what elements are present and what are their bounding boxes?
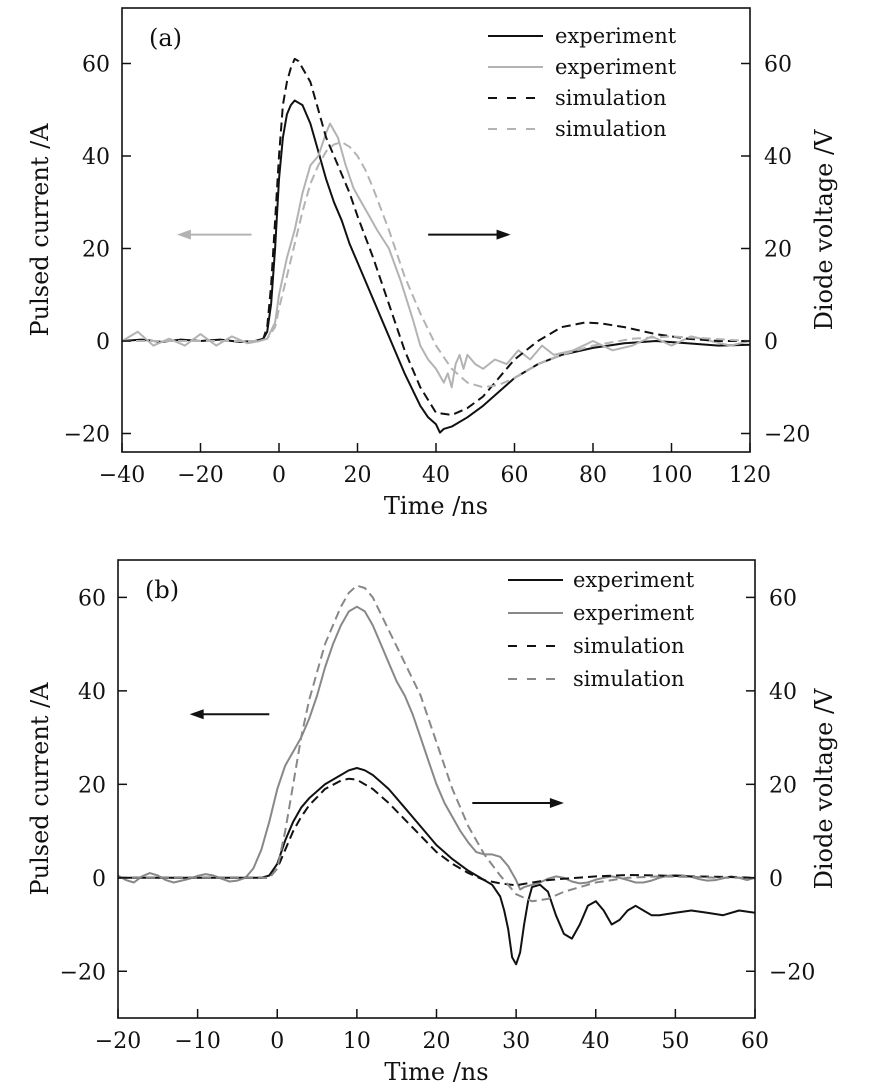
panel-a-left-y-axis-label: Pulsed current /A bbox=[26, 123, 54, 337]
panel-a-x-tick-label: 40 bbox=[422, 463, 450, 488]
panel-b-right-y-axis-label: Diode voltage /V bbox=[810, 688, 838, 889]
panel-a-x-axis-label: Time /ns bbox=[384, 492, 488, 520]
panel-a-left-y-tick-label: 0 bbox=[96, 330, 110, 355]
panel-a-legend: experiment experiment simulation simulat… bbox=[488, 24, 677, 141]
panel-a-series-4-line bbox=[122, 141, 750, 389]
panel-a-arrows bbox=[176, 229, 511, 240]
panel-a-legend-label: simulation bbox=[555, 86, 667, 110]
panel-a-x-tick-label: −20 bbox=[177, 463, 223, 488]
panel-b-right-y-tick-label: 0 bbox=[769, 867, 783, 892]
panel-b-x-tick-label: 40 bbox=[582, 1029, 610, 1054]
panel-b-left-y-tick-label: 20 bbox=[78, 773, 106, 798]
panel-b-right-y-tick-label: 60 bbox=[769, 586, 797, 611]
panel-b-plot-frame bbox=[117, 559, 756, 1019]
panel-b-series-1-line bbox=[118, 767, 755, 966]
panel-b-x-tick-label: −10 bbox=[174, 1029, 220, 1054]
panel-a-left-y-tick-label: 40 bbox=[82, 145, 110, 170]
panel-a-series-1-line bbox=[122, 99, 750, 434]
panel-b-arrow-left bbox=[189, 709, 270, 720]
panel-b-left-y-tick-label: 0 bbox=[92, 867, 106, 892]
panel-a-legend-label: simulation bbox=[555, 117, 667, 141]
panel-b-arrows bbox=[189, 709, 564, 809]
panel-a-x-tick-label: 0 bbox=[272, 463, 286, 488]
panel-a-legend-label: experiment bbox=[555, 55, 677, 79]
panel-a-left-y-tick-label: 20 bbox=[82, 238, 110, 263]
panel-a-x-tick-label: 120 bbox=[729, 463, 771, 488]
panel-b-arrow-right bbox=[472, 798, 564, 809]
panel-b-x-tick-label: 0 bbox=[270, 1029, 284, 1054]
panel-a-legend-label: experiment bbox=[555, 24, 677, 48]
panel-b-x-tick-label: 30 bbox=[502, 1029, 530, 1054]
panel-a-label: (a) bbox=[149, 24, 182, 52]
panel-b-x-tick-label: −20 bbox=[95, 1029, 141, 1054]
panel-a-right-y-axis-label: Diode voltage /V bbox=[810, 129, 838, 330]
panel-a-right-y-tick-label: −20 bbox=[764, 423, 810, 448]
panel-b-x-axis-label: Time /ns bbox=[384, 1058, 488, 1086]
panel-b-legend-label: simulation bbox=[573, 667, 685, 691]
panel-b-left-y-tick-label: −20 bbox=[60, 960, 106, 985]
panel-b-legend-label: simulation bbox=[573, 634, 685, 658]
panel-a-right-y-tick-label: 20 bbox=[764, 238, 792, 263]
panel-a-x-tick-label: 100 bbox=[651, 463, 693, 488]
panel-b-label: (b) bbox=[145, 576, 179, 604]
panel-b-x-tick-label: 20 bbox=[423, 1029, 451, 1054]
panel-a-left-y-tick-label: 60 bbox=[82, 53, 110, 78]
panel-a-right-y-tick-label: 60 bbox=[764, 53, 792, 78]
panel-a-x-tick-label: 60 bbox=[501, 463, 529, 488]
panel-a-left-y-tick-label: −20 bbox=[64, 423, 110, 448]
panel-b-left-y-tick-label: 40 bbox=[78, 680, 106, 705]
panel-b-left-y-tick-label: 60 bbox=[78, 586, 106, 611]
panel-a-series-lines bbox=[122, 57, 750, 434]
panel-b-legend-label: experiment bbox=[573, 568, 695, 592]
panel-a-right-y-tick-label: 40 bbox=[764, 145, 792, 170]
panel-a-right-y-tick-label: 0 bbox=[764, 330, 778, 355]
panel-b-series-lines bbox=[118, 584, 755, 966]
panel-a-chart: −40 −20 0 20 40 60 80 100 120 −20 −20 0 0 20 20 40 40 60 6… bbox=[26, 7, 838, 520]
panel-b-legend-label: experiment bbox=[573, 601, 695, 625]
panel-b-legend: experiment experiment simulation simulat… bbox=[508, 568, 695, 691]
panel-a-x-tick-label: −40 bbox=[99, 463, 145, 488]
panel-a-ticks: −40 −20 0 20 40 60 80 100 120 −20 −20 0 0 20 20 40 40 60 6… bbox=[64, 53, 811, 489]
panel-b-right-y-tick-label: 40 bbox=[769, 680, 797, 705]
panel-b-right-y-tick-label: 20 bbox=[769, 773, 797, 798]
panel-b-right-y-tick-label: −20 bbox=[769, 960, 815, 985]
panel-b-x-tick-label: 10 bbox=[343, 1029, 371, 1054]
panel-a-series-3-line bbox=[122, 57, 750, 416]
panel-a-arrow-left bbox=[176, 229, 252, 240]
panel-b-left-y-axis-label: Pulsed current /A bbox=[26, 682, 54, 896]
panel-a-x-tick-label: 20 bbox=[344, 463, 372, 488]
panel-a-arrow-right bbox=[428, 229, 511, 240]
panel-b-series-2-line bbox=[118, 605, 755, 891]
panel-b-series-3-line bbox=[118, 777, 755, 887]
panel-a-series-2-line bbox=[122, 122, 750, 389]
panel-b-series-4-line bbox=[118, 584, 755, 903]
panel-b-x-tick-label: 50 bbox=[661, 1029, 689, 1054]
panel-b-ticks: −20 −10 0 10 20 30 40 50 60 −20 −20 0 0 20 20 40 40 60 60 bbox=[60, 586, 816, 1054]
panel-a-x-tick-label: 80 bbox=[579, 463, 607, 488]
panel-b-x-tick-label: 60 bbox=[741, 1029, 769, 1054]
